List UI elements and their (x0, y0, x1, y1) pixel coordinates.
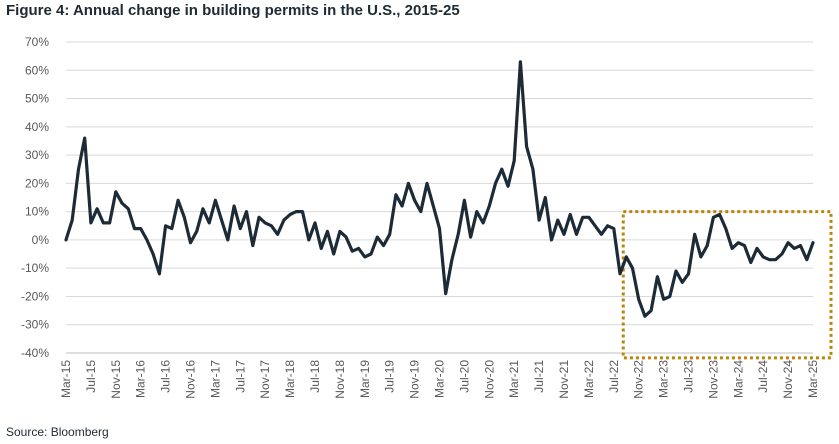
highlight-box (621, 210, 833, 360)
chart-title: Figure 4: Annual change in building perm… (6, 2, 460, 19)
series (64, 60, 815, 318)
x-tick-label: Jul-22 (607, 360, 621, 393)
x-tick-label: Nov-24 (781, 360, 795, 399)
x-tick-label: Jul-23 (682, 360, 696, 393)
y-tick-label: 10% (25, 205, 49, 219)
y-tick-label: 20% (25, 176, 49, 190)
annotations (621, 210, 833, 360)
x-axis: Mar-15 Jul-15 Nov-15 Mar-16 Jul-16 Nov-16 Mar-… (59, 352, 820, 399)
gridlines (66, 41, 813, 354)
x-tick-label: Jul-24 (756, 360, 770, 393)
x-tick-label: Mar-21 (507, 360, 521, 398)
x-tick-label: Mar-22 (582, 360, 596, 398)
x-tick-label: Nov-22 (632, 360, 646, 399)
x-tick-label: Mar-16 (134, 360, 148, 398)
x-tick-label: Nov-21 (557, 360, 571, 399)
y-tick-label: 40% (25, 120, 49, 134)
x-tick-label: Nov-19 (408, 360, 422, 399)
x-tick-label: Nov-23 (706, 360, 720, 399)
y-tick-label: -20% (21, 289, 49, 303)
x-tick-label: Nov-16 (184, 360, 198, 399)
y-tick-label: 0% (32, 233, 50, 247)
series-line (64, 60, 815, 318)
x-tick-label: Mar-15 (59, 360, 73, 398)
x-tick-label: Jul-20 (457, 360, 471, 393)
x-tick-label: Mar-19 (358, 360, 372, 398)
y-tick-label: -30% (21, 318, 49, 332)
x-tick-label: Jul-15 (84, 360, 98, 393)
y-tick-label: 30% (25, 148, 49, 162)
x-tick-label: Mar-25 (806, 360, 820, 398)
x-tick-label: Nov-15 (109, 360, 123, 399)
x-tick-label: Jul-21 (532, 360, 546, 393)
x-tick-label: Jul-17 (233, 360, 247, 393)
x-tick-label: Jul-19 (383, 360, 397, 393)
x-tick-label: Jul-18 (308, 360, 322, 393)
x-tick-label: Mar-23 (657, 360, 671, 398)
y-tick-label: -40% (21, 346, 49, 360)
x-tick-label: Mar-17 (208, 360, 222, 398)
y-tick-label: 60% (25, 63, 49, 77)
x-tick-label: Nov-17 (258, 360, 272, 399)
x-tick-label: Nov-20 (482, 360, 496, 399)
y-tick-label: -10% (21, 261, 49, 275)
x-tick-label: Mar-24 (731, 360, 745, 398)
source-note: Source: Bloomberg (6, 425, 109, 439)
x-tick-label: Nov-18 (333, 360, 347, 399)
x-tick-label: Mar-20 (433, 360, 447, 398)
x-tick-label: Jul-16 (159, 360, 173, 393)
y-tick-label: 50% (25, 92, 49, 106)
y-axis: 70% 60% 50% 40% 30% 20% 10% 0% -10% -20% -30% -40% (21, 35, 49, 360)
x-tick-label: Mar-18 (283, 360, 297, 398)
y-tick-label: 70% (25, 35, 49, 49)
